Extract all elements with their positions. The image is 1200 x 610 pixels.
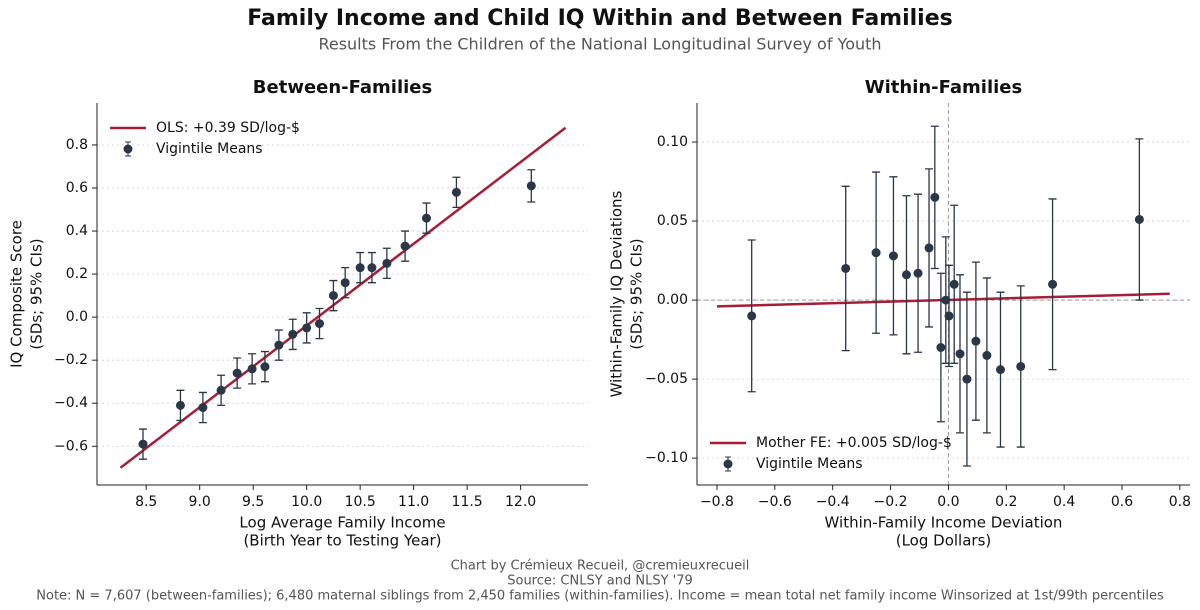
x-tick-label: 0.4 bbox=[1053, 494, 1075, 510]
y-axis-label: (SDs; 95% CIs) bbox=[628, 238, 646, 349]
mean-point bbox=[315, 319, 325, 329]
mean-point bbox=[175, 400, 185, 410]
x-axis-label: Log Average Family Income bbox=[239, 514, 445, 532]
mean-point bbox=[936, 342, 946, 352]
mean-point bbox=[1016, 361, 1026, 371]
mean-point bbox=[971, 336, 981, 346]
mean-point bbox=[871, 248, 881, 258]
mean-point bbox=[1048, 279, 1058, 289]
mean-point bbox=[355, 263, 365, 273]
y-tick-label: −0.05 bbox=[645, 371, 688, 387]
x-tick-label: −0.2 bbox=[874, 494, 908, 510]
legend-swatch bbox=[723, 459, 733, 469]
x-tick-label: 11.0 bbox=[398, 494, 429, 510]
legend-label: Vigintile Means bbox=[156, 141, 263, 157]
mean-point bbox=[995, 365, 1005, 375]
x-tick-label: 8.5 bbox=[135, 494, 157, 510]
mean-point bbox=[841, 263, 851, 273]
y-tick-label: −0.6 bbox=[54, 438, 88, 454]
y-tick-label: −0.10 bbox=[645, 450, 688, 466]
y-tick-label: 0.6 bbox=[66, 180, 88, 196]
mean-point bbox=[274, 340, 284, 350]
x-tick-label: 0.6 bbox=[1111, 494, 1133, 510]
mean-point bbox=[328, 291, 338, 301]
y-tick-label: 0.10 bbox=[657, 134, 688, 150]
mean-point bbox=[260, 362, 270, 372]
y-tick-label: 0.05 bbox=[657, 213, 688, 229]
x-tick-label: −0.6 bbox=[758, 494, 792, 510]
footer-note: Chart by Crémieux Recueil, @cremieuxrecu… bbox=[451, 559, 750, 574]
mean-point bbox=[232, 368, 242, 378]
x-tick-label: 10.0 bbox=[291, 494, 322, 510]
mean-point bbox=[340, 278, 350, 288]
mean-point bbox=[982, 350, 992, 360]
mean-point bbox=[400, 241, 410, 251]
footer-note: Note: N = 7,607 (between-families); 6,48… bbox=[36, 589, 1164, 604]
mean-point bbox=[216, 385, 226, 395]
mean-point bbox=[1134, 214, 1144, 224]
y-axis-label: IQ Composite Score bbox=[8, 220, 26, 368]
y-tick-label: 0.4 bbox=[66, 223, 88, 239]
mean-point bbox=[198, 403, 208, 413]
x-axis-label: (Birth Year to Testing Year) bbox=[243, 532, 441, 550]
mean-point bbox=[949, 279, 959, 289]
legend-label: OLS: +0.39 SD/log-$ bbox=[156, 120, 300, 136]
y-tick-label: −0.4 bbox=[54, 395, 88, 411]
mean-point bbox=[302, 323, 312, 333]
figure-subtitle: Results From the Children of the Nationa… bbox=[318, 35, 881, 54]
mean-point bbox=[421, 213, 431, 223]
y-tick-label: −0.2 bbox=[54, 352, 88, 368]
legend-label: Vigintile Means bbox=[756, 456, 863, 472]
figure-title: Family Income and Child IQ Within and Be… bbox=[247, 6, 952, 31]
x-tick-label: 11.5 bbox=[452, 494, 483, 510]
mean-point bbox=[941, 295, 951, 305]
mean-point bbox=[955, 349, 965, 359]
y-tick-label: 0.0 bbox=[66, 309, 88, 325]
y-axis-label: Within-Family IQ Deviations bbox=[608, 190, 626, 397]
mean-point bbox=[367, 263, 377, 273]
mean-point bbox=[247, 364, 257, 374]
x-axis-label: (Log Dollars) bbox=[896, 532, 992, 550]
y-tick-label: 0.00 bbox=[657, 292, 688, 308]
x-tick-label: 10.5 bbox=[345, 494, 376, 510]
mean-point bbox=[913, 268, 923, 278]
mean-point bbox=[747, 311, 757, 321]
x-tick-label: 0.2 bbox=[995, 494, 1017, 510]
x-tick-label: 9.5 bbox=[242, 494, 264, 510]
legend-swatch bbox=[123, 144, 133, 154]
mean-point bbox=[888, 251, 898, 261]
x-tick-label: 9.0 bbox=[189, 494, 211, 510]
y-tick-label: 0.8 bbox=[66, 137, 88, 153]
mean-point bbox=[138, 439, 148, 449]
mean-point bbox=[962, 374, 972, 384]
panel-title: Within-Families bbox=[865, 77, 1022, 98]
y-tick-label: 0.2 bbox=[66, 266, 88, 282]
mean-point bbox=[526, 181, 536, 191]
mean-point bbox=[288, 329, 298, 339]
footer-note: Source: CNLSY and NLSY '79 bbox=[507, 574, 693, 589]
y-axis-label: (SDs; 95% CIs) bbox=[28, 238, 46, 349]
x-tick-label: −0.8 bbox=[700, 494, 734, 510]
x-tick-label: −0.4 bbox=[816, 494, 850, 510]
x-axis-label: Within-Family Income Deviation bbox=[825, 514, 1063, 532]
mean-point bbox=[382, 258, 392, 268]
mean-point bbox=[451, 187, 461, 197]
mean-point bbox=[901, 270, 911, 280]
x-tick-label: 0.8 bbox=[1169, 494, 1191, 510]
mean-point bbox=[930, 192, 940, 202]
legend-label: Mother FE: +0.005 SD/log-$ bbox=[756, 435, 952, 451]
panel-title: Between-Families bbox=[253, 77, 432, 98]
mean-point bbox=[924, 243, 934, 253]
x-tick-label: 0.0 bbox=[937, 494, 959, 510]
x-tick-label: 12.0 bbox=[505, 494, 536, 510]
mean-point bbox=[944, 311, 954, 321]
